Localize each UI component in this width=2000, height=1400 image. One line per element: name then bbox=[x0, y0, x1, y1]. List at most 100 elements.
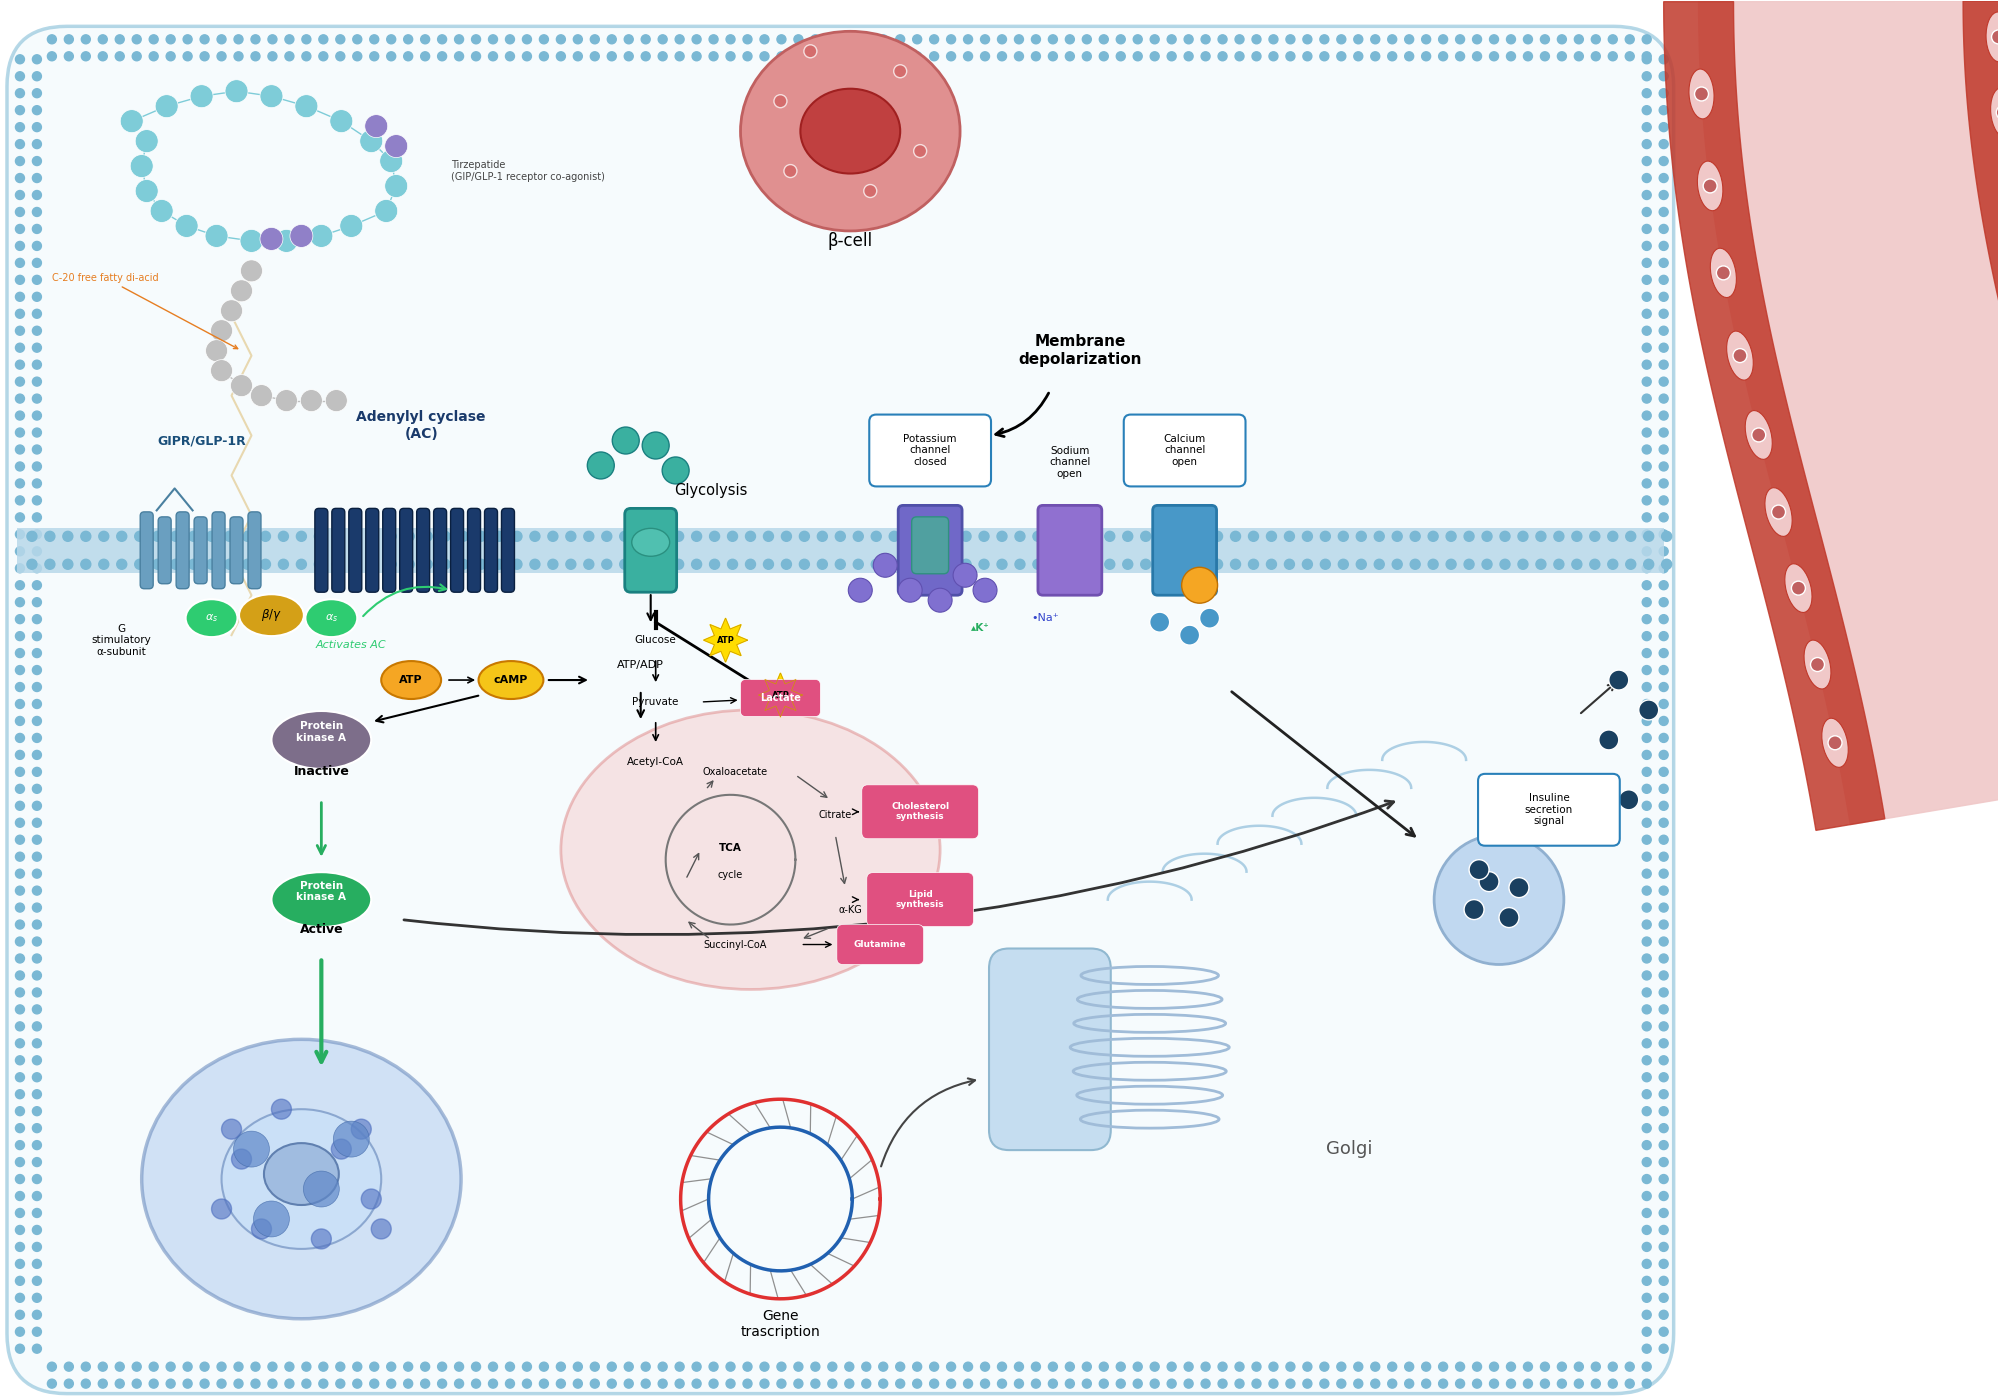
Circle shape bbox=[1598, 729, 1618, 750]
Ellipse shape bbox=[632, 528, 670, 556]
Circle shape bbox=[16, 1022, 24, 1030]
Circle shape bbox=[374, 199, 398, 223]
Circle shape bbox=[1554, 532, 1564, 542]
Circle shape bbox=[326, 389, 348, 412]
Circle shape bbox=[566, 559, 576, 570]
Circle shape bbox=[1048, 52, 1058, 60]
Circle shape bbox=[420, 35, 430, 43]
Circle shape bbox=[844, 1362, 854, 1371]
Circle shape bbox=[522, 52, 532, 60]
Circle shape bbox=[1558, 35, 1566, 43]
Circle shape bbox=[1230, 559, 1240, 570]
Circle shape bbox=[1014, 52, 1024, 60]
Circle shape bbox=[32, 1022, 42, 1030]
Circle shape bbox=[896, 35, 904, 43]
Circle shape bbox=[794, 35, 802, 43]
Ellipse shape bbox=[240, 594, 304, 636]
Circle shape bbox=[710, 532, 720, 542]
Circle shape bbox=[980, 52, 990, 60]
Circle shape bbox=[200, 52, 210, 60]
Circle shape bbox=[454, 1362, 464, 1371]
Circle shape bbox=[284, 35, 294, 43]
Circle shape bbox=[1642, 259, 1652, 267]
Circle shape bbox=[32, 648, 42, 658]
Circle shape bbox=[1642, 836, 1652, 844]
Circle shape bbox=[848, 578, 872, 602]
Circle shape bbox=[16, 512, 24, 522]
Circle shape bbox=[1086, 532, 1096, 542]
Bar bbox=[16, 528, 1664, 573]
Circle shape bbox=[1660, 920, 1668, 930]
Circle shape bbox=[1642, 157, 1652, 165]
Text: Insuline
secretion
signal: Insuline secretion signal bbox=[1524, 794, 1574, 826]
Circle shape bbox=[16, 665, 24, 675]
Circle shape bbox=[1480, 872, 1500, 892]
Circle shape bbox=[878, 1362, 888, 1371]
Circle shape bbox=[556, 1362, 566, 1371]
Circle shape bbox=[974, 578, 998, 602]
Circle shape bbox=[1230, 532, 1240, 542]
Circle shape bbox=[782, 559, 792, 570]
Circle shape bbox=[692, 532, 702, 542]
Circle shape bbox=[234, 1379, 244, 1389]
Circle shape bbox=[1194, 532, 1204, 542]
Circle shape bbox=[32, 428, 42, 437]
Circle shape bbox=[1100, 52, 1108, 60]
Circle shape bbox=[1660, 734, 1668, 742]
Circle shape bbox=[1660, 801, 1668, 811]
Circle shape bbox=[252, 1219, 272, 1239]
Circle shape bbox=[32, 326, 42, 335]
Circle shape bbox=[1660, 886, 1668, 895]
Circle shape bbox=[1370, 35, 1380, 43]
Circle shape bbox=[32, 853, 42, 861]
Circle shape bbox=[1168, 52, 1176, 60]
Circle shape bbox=[1286, 52, 1294, 60]
Circle shape bbox=[276, 389, 298, 412]
Circle shape bbox=[32, 920, 42, 930]
Circle shape bbox=[908, 532, 918, 542]
Circle shape bbox=[1392, 559, 1402, 570]
Circle shape bbox=[1592, 1362, 1600, 1371]
Circle shape bbox=[1642, 174, 1652, 182]
Circle shape bbox=[556, 35, 566, 43]
Circle shape bbox=[314, 559, 324, 570]
Circle shape bbox=[1086, 559, 1096, 570]
Circle shape bbox=[692, 559, 702, 570]
Circle shape bbox=[82, 1362, 90, 1371]
Text: G
stimulatory
α-subunit: G stimulatory α-subunit bbox=[92, 623, 152, 657]
Circle shape bbox=[1370, 1362, 1380, 1371]
Circle shape bbox=[1066, 1379, 1074, 1389]
Circle shape bbox=[364, 115, 388, 137]
Circle shape bbox=[878, 1379, 888, 1389]
Circle shape bbox=[1014, 35, 1024, 43]
Circle shape bbox=[268, 35, 276, 43]
Circle shape bbox=[32, 1175, 42, 1183]
Circle shape bbox=[16, 55, 24, 64]
Circle shape bbox=[1182, 567, 1218, 603]
Circle shape bbox=[608, 52, 616, 60]
Circle shape bbox=[896, 1379, 904, 1389]
Circle shape bbox=[728, 532, 738, 542]
Circle shape bbox=[624, 1379, 634, 1389]
Circle shape bbox=[1660, 700, 1668, 708]
Circle shape bbox=[1660, 529, 1668, 539]
Circle shape bbox=[1660, 1277, 1668, 1285]
Circle shape bbox=[16, 412, 24, 420]
Text: C-20 free fatty di-acid: C-20 free fatty di-acid bbox=[52, 273, 238, 349]
Circle shape bbox=[32, 547, 42, 556]
Circle shape bbox=[330, 109, 352, 133]
Circle shape bbox=[1626, 1379, 1634, 1389]
Circle shape bbox=[1642, 750, 1652, 759]
Circle shape bbox=[1660, 1294, 1668, 1302]
Circle shape bbox=[818, 532, 828, 542]
Circle shape bbox=[710, 1362, 718, 1371]
Circle shape bbox=[1642, 818, 1652, 827]
Circle shape bbox=[1184, 52, 1194, 60]
Circle shape bbox=[810, 52, 820, 60]
Circle shape bbox=[1660, 276, 1668, 284]
Circle shape bbox=[1524, 35, 1532, 43]
Circle shape bbox=[890, 559, 900, 570]
Circle shape bbox=[1642, 598, 1652, 606]
Circle shape bbox=[1066, 1362, 1074, 1371]
Ellipse shape bbox=[1764, 487, 1792, 536]
